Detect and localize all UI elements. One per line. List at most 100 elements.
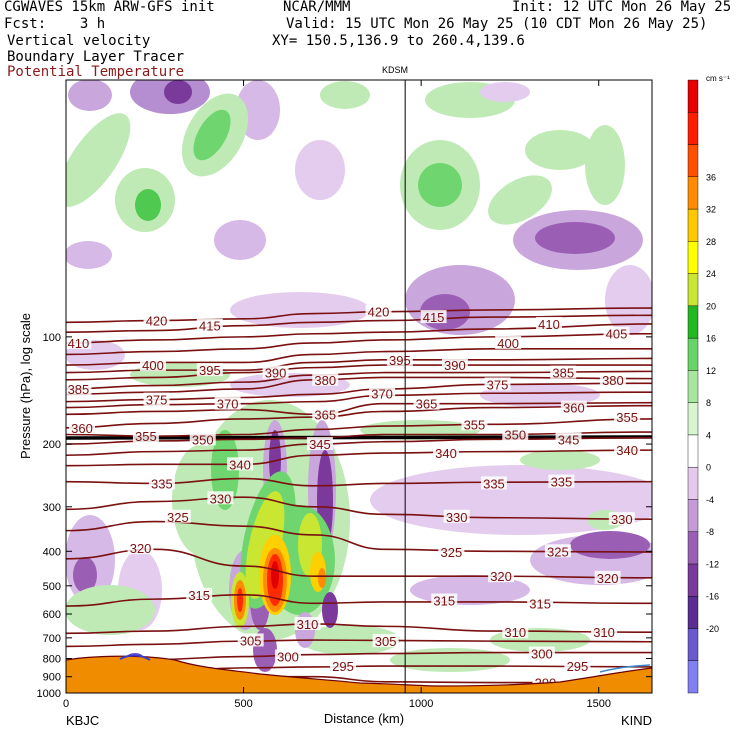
contour-label: 415: [423, 310, 445, 325]
colorbar-label: -16: [706, 592, 719, 602]
contour-label: 360: [563, 401, 585, 416]
contour-label-bg: [614, 443, 641, 457]
y-tick-label: 500: [43, 581, 61, 593]
y-axis-label: Pressure (hPa), log scale: [18, 313, 33, 459]
contour-label-bg: [312, 407, 339, 421]
contour-label: 345: [309, 437, 331, 452]
contour-label-bg: [564, 659, 591, 673]
contour-label-bg: [372, 634, 399, 648]
contour-label-bg: [550, 365, 577, 379]
contour-label: 380: [314, 373, 336, 388]
colorbar-swatch: [687, 531, 699, 565]
contour-label-bg: [544, 544, 571, 558]
contour-label: 310: [593, 625, 615, 640]
contour-label-bg: [502, 625, 529, 639]
vv-blob: [570, 531, 650, 559]
contour-label: 340: [229, 457, 251, 472]
contour-label: 395: [389, 353, 411, 368]
contour-label-bg: [237, 633, 264, 647]
contour-label-bg: [591, 625, 618, 639]
contour-label: 325: [440, 545, 462, 560]
vv-blob: [271, 561, 279, 589]
colorbar-label: -20: [706, 624, 719, 634]
x-tick-label: 1500: [586, 698, 610, 710]
contour-label: 355: [616, 410, 638, 425]
contour-label: 330: [446, 510, 468, 525]
colorbar-swatch: [687, 370, 699, 403]
colorbar-swatch: [687, 273, 699, 307]
contour-label: 310: [297, 617, 319, 632]
contour-label-bg: [443, 509, 470, 523]
y-tick-label: 300: [43, 502, 61, 514]
colorbar-swatch: [687, 434, 699, 468]
colorbar-label: 24: [706, 269, 716, 279]
potential-temperature-contours: 420 415 410 420 415 400 410 405 400 395 390 380 395 3…: [66, 304, 652, 691]
contour-label: 390: [265, 366, 287, 381]
contour-label: 345: [558, 432, 580, 447]
contour-label-bg: [502, 427, 529, 441]
contour-label: 400: [142, 358, 164, 373]
contour-label: 315: [529, 596, 551, 611]
contour-label: 365: [416, 397, 438, 412]
contour-label-bg: [614, 410, 641, 424]
vv-blob: [164, 80, 192, 104]
contour-label: 340: [435, 446, 457, 461]
contour-label-bg: [164, 509, 191, 523]
tropopause-line: [65, 435, 653, 440]
terrain-outline: [65, 655, 653, 687]
header-line1-right: Init: 12 UTC Mon 26 May 25: [512, 0, 732, 15]
contour-label: 355: [464, 417, 486, 432]
colorbar-swatch: [687, 305, 699, 339]
terrain-fill: [66, 656, 652, 693]
contour-label: 335: [151, 476, 173, 491]
vv-blob: [230, 292, 370, 328]
x-tick-label: 500: [234, 698, 252, 710]
vv-blob: [68, 80, 112, 111]
contour-label: 420: [146, 314, 168, 329]
contour-label-bg: [294, 616, 321, 630]
contour-label-bg: [527, 596, 554, 610]
y-tick-label: 800: [43, 653, 61, 665]
right-end-label: KIND: [621, 713, 652, 728]
contour-label: 385: [68, 382, 90, 397]
contour-label-bg: [143, 313, 170, 327]
contour-label: 360: [71, 421, 93, 436]
theta-contour-305: [66, 639, 652, 648]
contour-label: 300: [531, 647, 553, 662]
contour-label: 335: [483, 476, 505, 491]
contour-label: 300: [277, 650, 299, 665]
header-line3-right: XY= 150.5,136.9 to 260.4,139.6: [272, 33, 525, 49]
contour-label-bg: [433, 446, 460, 460]
contour-label-bg: [441, 358, 468, 372]
theta-contour-415: [66, 314, 652, 333]
header-line3-left: Vertical velocity: [7, 33, 151, 49]
terrain-tracer-streak: [119, 654, 151, 661]
contour-label-bg: [227, 457, 254, 471]
vv-blob: [418, 163, 462, 207]
left-end-label: KBJC: [66, 713, 99, 728]
contour-label-bg: [148, 476, 175, 490]
contour-label-bg: [594, 570, 621, 584]
contour-label-bg: [330, 659, 357, 673]
colorbar-label: 36: [706, 172, 716, 182]
contour-label-bg: [599, 372, 626, 386]
contour-label: 390: [444, 358, 466, 373]
colorbar-swatch: [687, 563, 699, 597]
contour-label-bg: [66, 335, 92, 349]
contour-label-bg: [127, 541, 154, 555]
colorbar: -20 -16 -12 -8 -4 0 4 8 12 16 20 24 28 32 36: [687, 79, 719, 694]
contour-label: 355: [135, 429, 157, 444]
theta-contour-410: [66, 323, 652, 344]
contour-label: 350: [504, 428, 526, 443]
y-tick-label: 1000: [37, 688, 61, 700]
vv-blob: [295, 140, 345, 200]
contour-label-bg: [68, 420, 95, 434]
chart-title: KDSM: [382, 65, 408, 75]
colorbar-swatch: [687, 402, 699, 436]
contour-label: 330: [210, 491, 232, 506]
vv-blob: [525, 130, 595, 170]
contour-label-bg: [495, 335, 522, 349]
header-line5-left: Potential Temperature: [7, 64, 185, 80]
contour-label: 415: [199, 319, 221, 334]
